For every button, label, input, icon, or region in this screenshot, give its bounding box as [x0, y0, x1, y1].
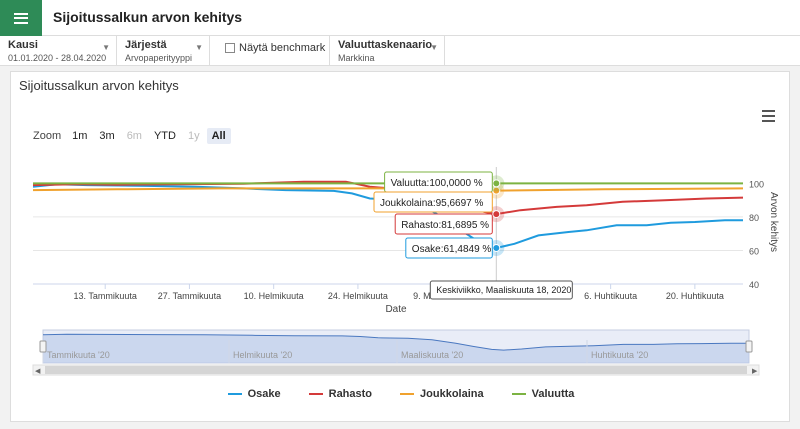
x-tick-label: 10. Helmikuuta [244, 291, 304, 301]
navigator-label: Maaliskuuta '20 [401, 350, 463, 360]
tooltip-box [373, 191, 493, 213]
tooltip-joukkolaina: Joukkolaina:95,6697 % [373, 191, 493, 213]
navigator-handle [39, 340, 47, 353]
tooltip-date-label: Keskiviikko, Maaliskuuta 18, 2020 [436, 285, 571, 295]
panel-title: Sijoitussalkun arvon kehitys [19, 78, 179, 93]
scroll-right-icon: ▶ [752, 368, 758, 375]
page-title: Sijoitussalkun arvon kehitys [53, 9, 243, 25]
benchmark-toggle[interactable]: Näytä benchmark [225, 42, 325, 54]
y-tick-label: 100 [749, 179, 764, 189]
scroll-left-icon: ◀ [35, 368, 41, 375]
x-tick-label: 20. Huhtikuuta [666, 291, 724, 301]
line-chart[interactable]: 40 60 80 100 13. Tammikuuta 27. Tammikuuta 10.… [11, 72, 791, 382]
x-axis-title: Date [385, 304, 407, 315]
kausi-filter[interactable]: Kausi 01.01.2020 - 28.04.2020 ▼ [0, 36, 117, 66]
point-marker-rahasto [492, 210, 501, 219]
skenaario-value: Markkina [338, 53, 375, 63]
tooltip-rahasto: Rahasto:81,6895 % [394, 213, 493, 235]
navigator-handle [745, 340, 753, 353]
menu-button[interactable] [0, 0, 42, 36]
benchmark-checkbox[interactable] [225, 43, 235, 53]
legend-label: Rahasto [328, 388, 373, 400]
benchmark-filter [210, 36, 330, 66]
tooltip-box [394, 213, 493, 235]
chevron-down-icon: ▼ [430, 43, 438, 52]
navigator-line [42, 333, 749, 351]
chart-panel: Sijoitussalkun arvon kehitys Zoom 1m 3m … [10, 71, 790, 422]
x-tick-label: 13. Tammikuuta [74, 291, 137, 301]
chevron-down-icon: ▼ [195, 43, 203, 52]
chart-legend: Osake Rahasto Joukkolaina Valuutta [11, 388, 791, 400]
legend-swatch [308, 393, 323, 395]
point-marker-osake [492, 243, 501, 252]
legend-swatch [227, 393, 242, 395]
zoom-3m-button[interactable]: 3m [99, 130, 115, 142]
chart-menu-icon[interactable] [762, 110, 775, 125]
legend-item-rahasto[interactable]: Rahasto [308, 388, 373, 400]
navigator-label: Huhtikuuta '20 [591, 350, 648, 360]
benchmark-label: Näytä benchmark [239, 42, 326, 54]
zoom-selector: Zoom 1m 3m 6m YTD 1y All [33, 128, 233, 144]
tooltip-date-box [429, 280, 573, 300]
legend-label: Osake [247, 388, 281, 400]
kausi-value: 01.01.2020 - 28.04.2020 [8, 53, 107, 63]
legend-item-osake[interactable]: Osake [227, 388, 281, 400]
skenaario-filter[interactable]: Valuuttaskenaario Markkina ▼ [330, 36, 445, 66]
tooltip-text: Rahasto:81,6895 % [401, 220, 489, 231]
y-axis-title: Arvon kehitys [768, 192, 779, 252]
zoom-label: Zoom [33, 130, 62, 142]
filter-bar: Kausi 01.01.2020 - 28.04.2020 ▼ Järjestä… [0, 36, 800, 66]
x-tick-label: 24. Helmikuuta [328, 291, 388, 301]
tooltip-box [405, 237, 493, 259]
jarjesta-filter[interactable]: Järjestä Arvopaperityyppi ▼ [117, 36, 210, 66]
navigator-label: Tammikuuta '20 [47, 350, 110, 360]
zoom-all-button[interactable]: All [206, 128, 231, 144]
y-tick-label: 40 [749, 280, 759, 290]
chevron-down-icon: ▼ [102, 43, 110, 52]
tooltip-valuutta: Valuutta:100,0000 % [384, 171, 493, 193]
tooltip-osake: Osake:61,4849 % [405, 237, 493, 259]
point-marker-valuutta [492, 179, 501, 188]
legend-label: Valuutta [531, 388, 575, 400]
tooltip-text: Joukkolaina:95,6697 % [380, 198, 484, 209]
y-tick-label: 80 [749, 213, 759, 223]
navigator-scrollbar-thumb [45, 366, 747, 374]
kausi-label: Kausi [8, 39, 38, 51]
zoom-1y-button: 1y [187, 130, 200, 142]
top-bar: Sijoitussalkun arvon kehitys [0, 0, 800, 36]
legend-swatch [400, 393, 415, 395]
tooltip-text: Osake:61,4849 % [412, 244, 492, 255]
x-tick-label: 27. Tammikuuta [158, 291, 221, 301]
navigator-area [43, 334, 749, 363]
legend-item-joukkolaina[interactable]: Joukkolaina [400, 388, 484, 400]
jarjesta-label: Järjestä [125, 39, 167, 51]
zoom-6m-button: 6m [126, 130, 142, 142]
x-tick-label: 6. Huhtikuuta [584, 291, 637, 301]
jarjesta-value: Arvopaperityyppi [125, 53, 193, 63]
legend-item-valuutta[interactable]: Valuutta [511, 388, 575, 400]
tooltip-text: Valuutta:100,0000 % [391, 178, 483, 189]
zoom-ytd-button[interactable]: YTD [153, 130, 176, 142]
navigator-label: Helmikuuta '20 [233, 350, 292, 360]
skenaario-label: Valuuttaskenaario [338, 39, 433, 51]
legend-swatch [511, 393, 526, 395]
hamburger-icon [14, 12, 28, 24]
y-tick-label: 60 [749, 246, 759, 256]
zoom-1m-button[interactable]: 1m [72, 130, 88, 142]
legend-label: Joukkolaina [420, 388, 484, 400]
